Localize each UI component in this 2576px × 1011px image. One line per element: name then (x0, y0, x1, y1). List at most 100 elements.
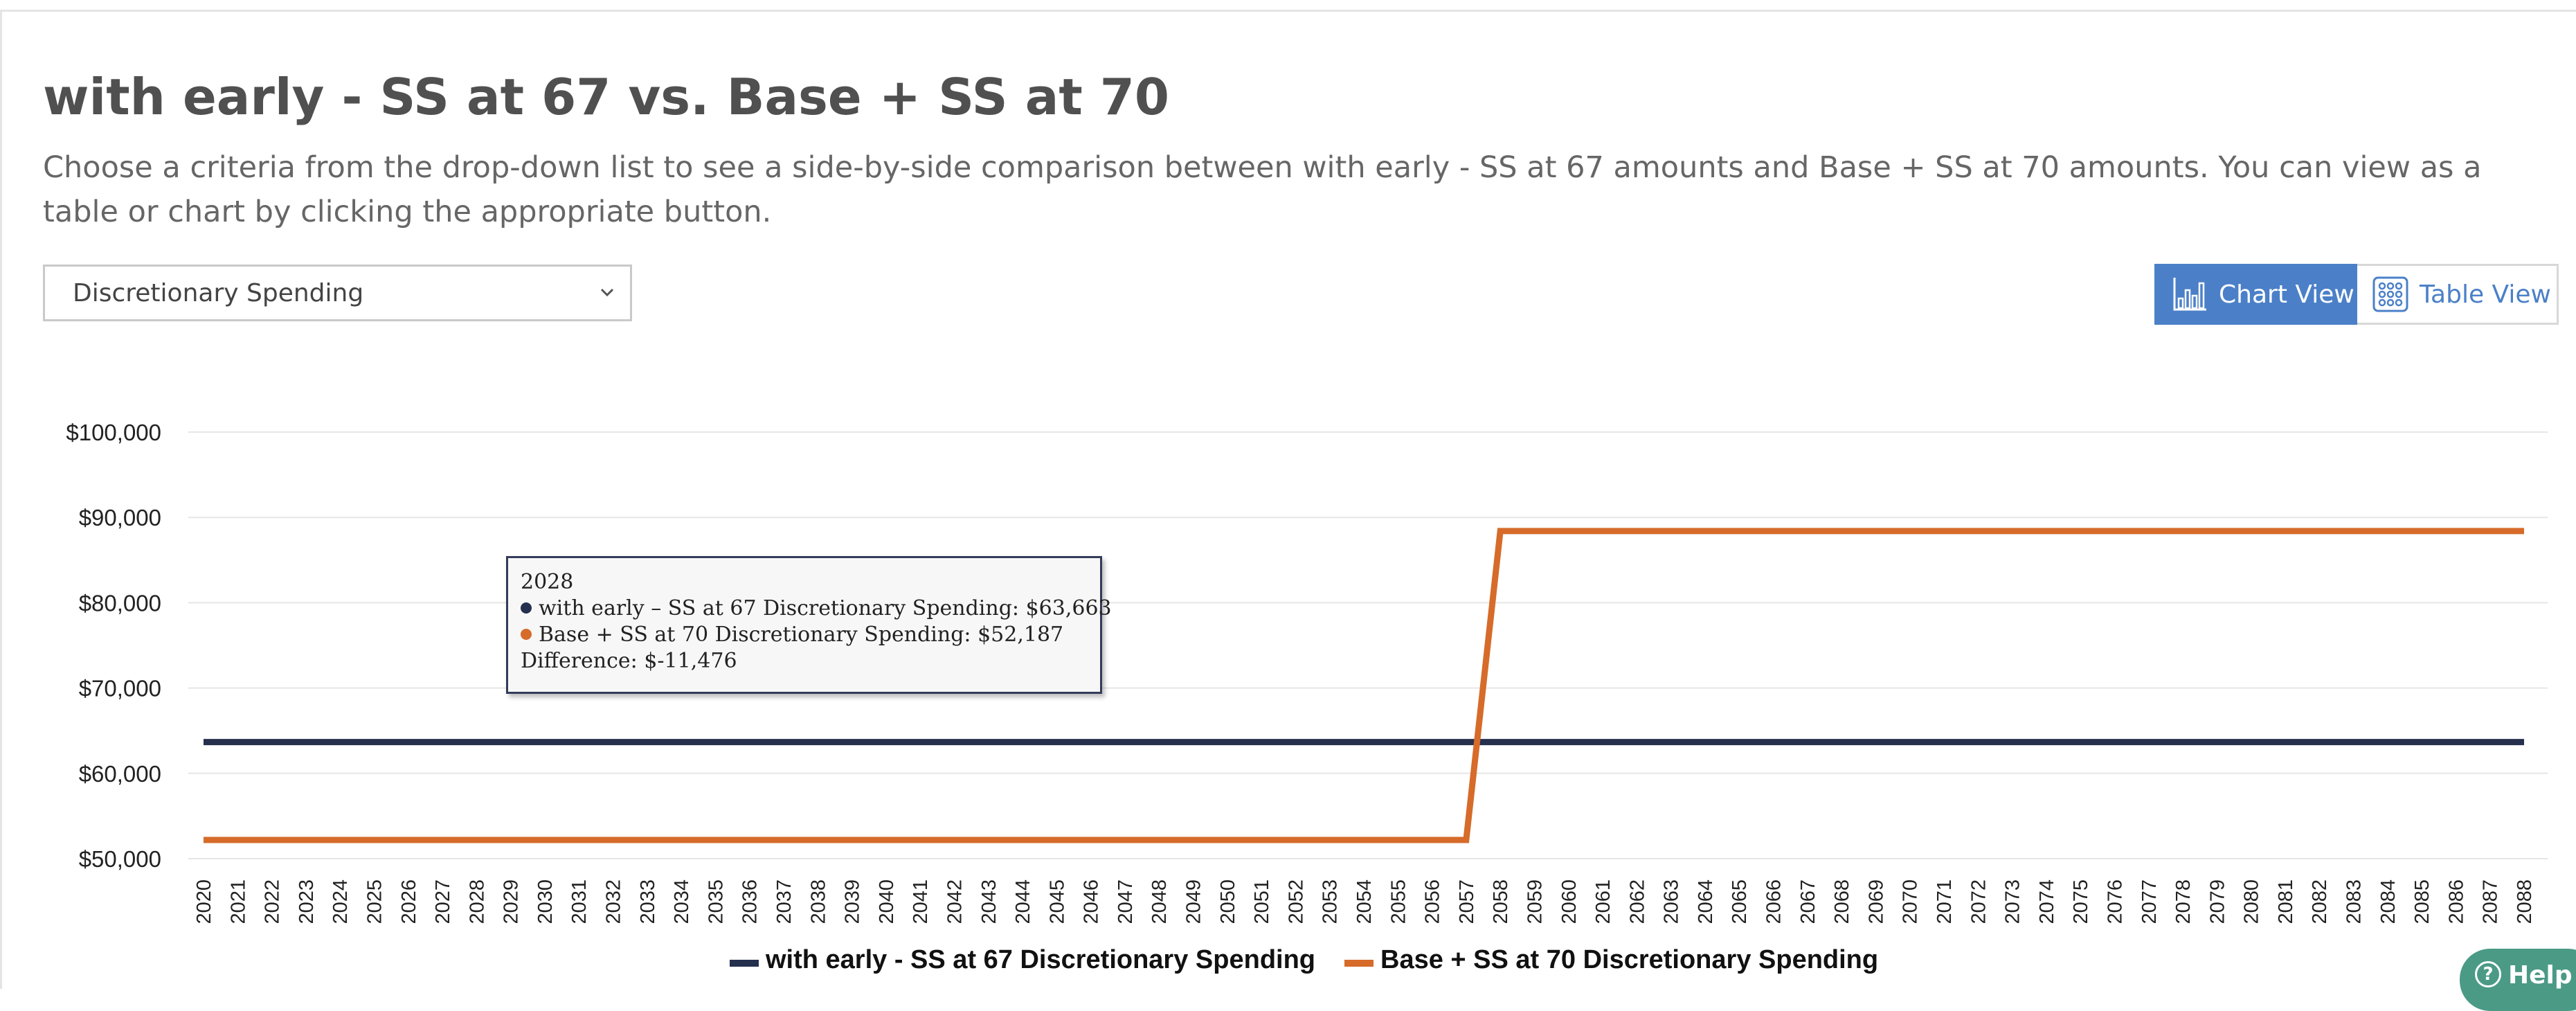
page-title: with early - SS at 67 vs. Base + SS at 7… (43, 68, 1169, 126)
x-tick-label: 2064 (1695, 879, 1717, 924)
tooltip-series-1-text: with early – SS at 67 Discretionary Spen… (539, 596, 1112, 620)
series-2-dot (521, 629, 532, 640)
comparison-card (0, 10, 2576, 989)
x-tick-label: 2076 (2104, 879, 2126, 924)
y-tick-label: $90,000 (79, 505, 161, 530)
x-tick-label: 2041 (910, 879, 932, 924)
x-tick-label: 2080 (2241, 879, 2263, 924)
y-tick-label: $60,000 (79, 761, 161, 787)
x-tick-label: 2052 (1285, 879, 1307, 924)
legend-label-1: with early - SS at 67 Discretionary Spen… (765, 945, 1315, 974)
legend-swatch-2 (1344, 960, 1373, 967)
table-view-button[interactable]: Table View (2357, 264, 2559, 325)
chevron-down-icon (600, 288, 614, 297)
x-tick-label: 2037 (773, 879, 795, 924)
x-tick-label: 2038 (807, 879, 829, 924)
x-tick-label: 2029 (501, 879, 523, 924)
x-tick-label: 2072 (1967, 879, 1990, 924)
x-tick-label: 2034 (671, 879, 693, 924)
x-tick-label: 2040 (876, 879, 898, 924)
chart-tooltip: 2028 with early – SS at 67 Discretionary… (506, 556, 1112, 694)
x-tick-label: 2056 (1422, 879, 1444, 924)
series-1-dot (521, 602, 532, 614)
x-tick-label: 2049 (1183, 879, 1205, 924)
x-tick-label: 2062 (1626, 879, 1648, 924)
x-tick-label: 2061 (1592, 879, 1614, 924)
x-tick-label: 2070 (1900, 879, 1922, 924)
x-tick-label: 2048 (1149, 879, 1171, 924)
x-tick-label: 2047 (1115, 879, 1137, 924)
x-tick-label: 2031 (568, 879, 591, 924)
x-tick-label: 2081 (2275, 879, 2297, 924)
x-tick-label: 2079 (2206, 879, 2228, 924)
x-tick-label: 2078 (2172, 879, 2195, 924)
x-tick-label: 2071 (1934, 879, 1956, 924)
x-tick-label: 2028 (466, 879, 488, 924)
x-tick-label: 2058 (1490, 879, 1512, 924)
x-tick-label: 2039 (842, 879, 864, 924)
x-tick-label: 2025 (363, 879, 386, 924)
x-tick-label: 2027 (432, 879, 454, 924)
x-tick-label: 2032 (603, 879, 625, 924)
tooltip-difference: Difference: $-11,476 (521, 649, 737, 673)
x-tick-label: 2021 (227, 879, 249, 924)
tooltip-year: 2028 (521, 570, 574, 594)
x-tick-label: 2083 (2343, 879, 2366, 924)
comparison-line-chart: $100,000 $90,000 $80,000 $70,000 $60,000 $50,… (66, 420, 2548, 974)
x-tick-label: 2077 (2138, 879, 2161, 924)
x-tick-label: 2074 (2036, 879, 2058, 924)
tooltip-series-1: with early – SS at 67 Discretionary Spen… (521, 596, 1112, 622)
grid-icon (2372, 276, 2408, 312)
x-tick-label: 2063 (1661, 879, 1683, 924)
x-tick-label: 2073 (2002, 879, 2024, 924)
x-tick-label: 2075 (2070, 879, 2092, 924)
x-tick-label: 2057 (1456, 879, 1478, 924)
question-circle-icon: ? (2475, 961, 2501, 987)
view-toggle: Chart View Table View (2154, 264, 2559, 325)
y-tick-label: $80,000 (79, 590, 161, 616)
x-tick-label: 2030 (534, 879, 557, 924)
x-tick-label: 2022 (262, 879, 284, 924)
x-tick-label: 2065 (1729, 879, 1751, 924)
x-tick-label: 2043 (978, 879, 1000, 924)
y-tick-label: $50,000 (79, 846, 161, 872)
x-tick-label: 2051 (1251, 879, 1273, 924)
bar-chart-icon (2173, 278, 2206, 311)
x-tick-label: 2088 (2514, 879, 2536, 924)
x-tick-label: 2050 (1217, 879, 1239, 924)
x-tick-label: 2033 (637, 879, 659, 924)
table-view-label: Table View (2420, 280, 2551, 309)
x-tick-label: 2082 (2309, 879, 2331, 924)
x-tick-label: 2069 (1865, 879, 1887, 924)
x-tick-label: 2035 (705, 879, 727, 924)
series-line-2 (204, 528, 2524, 843)
x-tick-label: 2084 (2377, 879, 2399, 924)
y-tick-label: $100,000 (66, 420, 161, 445)
help-label: Help (2508, 961, 2573, 990)
x-tick-label: 2053 (1319, 879, 1342, 924)
x-tick-label: 2086 (2445, 879, 2467, 924)
x-tick-label: 2026 (398, 879, 420, 924)
page-description: Choose a criteria from the drop-down lis… (43, 150, 2482, 229)
y-tick-label: $70,000 (79, 676, 161, 701)
chart-view-button[interactable]: Chart View (2154, 264, 2357, 325)
x-tick-label: 2046 (1081, 879, 1103, 924)
help-button[interactable]: ? Help (2460, 949, 2576, 1011)
x-tick-label: 2059 (1524, 879, 1546, 924)
x-tick-label: 2036 (739, 879, 762, 924)
x-tick-label: 2023 (296, 879, 318, 924)
x-tick-label: 2060 (1558, 879, 1580, 924)
x-tick-label: 2044 (1012, 879, 1034, 924)
criteria-select-value: Discretionary Spending (73, 278, 364, 307)
x-tick-label: 2024 (330, 879, 352, 924)
x-tick-label: 2067 (1797, 879, 1819, 924)
criteria-select[interactable]: Discretionary Spending (43, 265, 632, 321)
x-tick-label: 2068 (1831, 879, 1853, 924)
x-tick-label: 2020 (193, 879, 215, 924)
x-tick-label: 2042 (944, 879, 966, 924)
chart-view-label: Chart View (2219, 280, 2354, 309)
x-tick-label: 2045 (1046, 879, 1068, 924)
tooltip-series-2: Base + SS at 70 Discretionary Spending: … (521, 622, 1100, 648)
tooltip-series-2-text: Base + SS at 70 Discretionary Spending: … (539, 623, 1064, 647)
legend-label-2: Base + SS at 70 Discretionary Spending (1380, 945, 1878, 974)
